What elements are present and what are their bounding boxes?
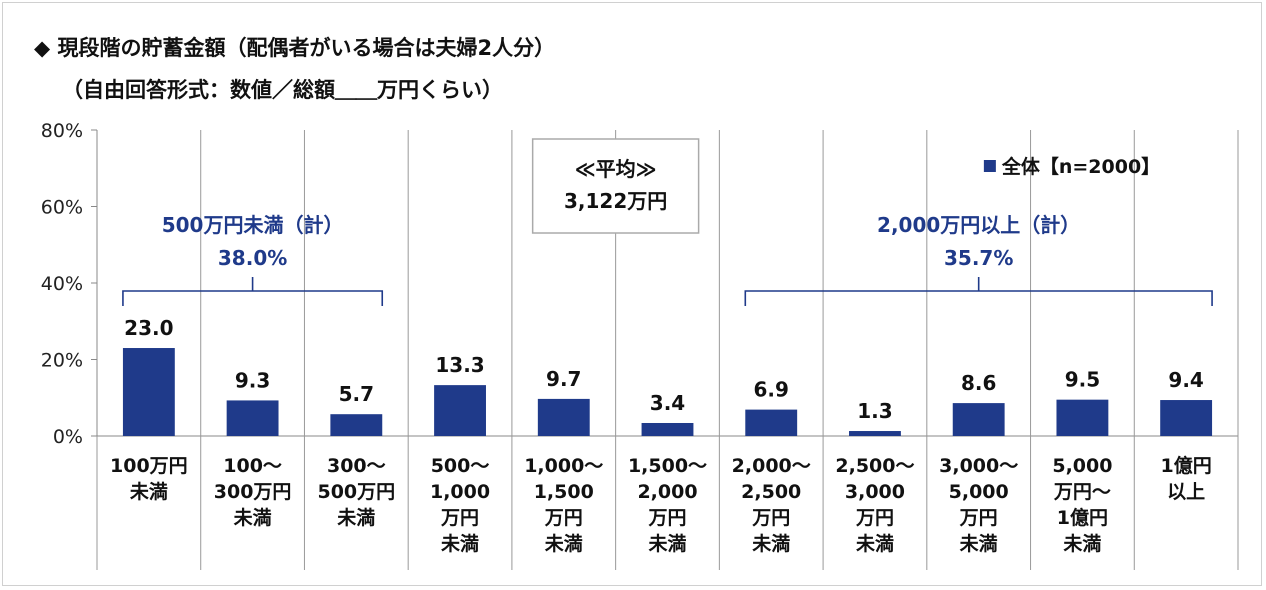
bar-value-label: 9.5 xyxy=(1065,368,1100,392)
bar xyxy=(434,385,486,436)
x-tick-label-line: 1,500～ xyxy=(628,455,707,477)
bar-value-label: 1.3 xyxy=(857,399,892,423)
bar-value-label: 5.7 xyxy=(339,382,374,406)
y-tick-label: 0% xyxy=(53,426,83,448)
x-tick-label: 2,500～ 3,000 万円未満 xyxy=(835,455,914,555)
x-tick-label-line: 未満 xyxy=(751,532,790,555)
average-label: ≪平均≫ xyxy=(575,157,657,181)
legend-swatch xyxy=(983,160,996,172)
chart-subtitle: （自由回答形式：数値／総額＿＿万円くらい） xyxy=(62,78,503,102)
x-tick-label-line: 1,000 xyxy=(430,481,490,503)
x-tick-label-line: 未満 xyxy=(129,480,168,503)
bar-value-label: 9.4 xyxy=(1168,368,1203,392)
bar-value-label: 6.9 xyxy=(754,378,789,402)
x-tick-label-line: 2,500 xyxy=(741,481,801,503)
x-tick-label-line: 100～ xyxy=(223,455,282,477)
sum-bracket xyxy=(744,290,1213,306)
x-tick-label-line: 100万円 xyxy=(110,455,188,477)
x-tick-label-line: 1,000～ xyxy=(524,455,603,477)
x-tick-label: 5,000 万円～ 1億円未満 xyxy=(1052,455,1112,555)
bar-value-label: 13.3 xyxy=(435,353,484,377)
x-tick-label: 2,000～ 2,500 万円未満 xyxy=(732,455,811,555)
x-tick-label-line: 未満 xyxy=(544,532,583,555)
y-tick-label: 20% xyxy=(41,350,83,372)
x-tick-label-line: 5,000 xyxy=(949,481,1009,503)
x-tick-label-line: 万円 xyxy=(855,507,894,529)
x-tick-label-line: 未満 xyxy=(1062,532,1101,555)
x-tick-label: 1,000～ 1,500 万円未満 xyxy=(524,455,603,555)
bar-value-label: 8.6 xyxy=(961,371,996,395)
bar-value-label: 9.7 xyxy=(546,367,581,391)
sum-bracket-label: 2,000万円以上（計） xyxy=(877,213,1080,237)
x-tick-label-line: 万円 xyxy=(751,507,790,529)
x-tick-label-line: 万円 xyxy=(959,507,998,529)
bar xyxy=(952,403,1005,436)
x-tick-label: 100～ 300万円未満 xyxy=(214,455,292,529)
bar xyxy=(537,398,590,436)
legend-label: 全体【n=2000】 xyxy=(1001,155,1160,178)
x-tick-label-line: 300～ xyxy=(327,455,386,477)
x-tick-label-line: 未満 xyxy=(647,532,686,555)
x-tick-label-line: 1,500 xyxy=(534,481,594,503)
x-tick-label-line: 2,500～ xyxy=(835,455,914,477)
bar xyxy=(226,400,279,436)
bar xyxy=(122,348,175,436)
x-tick-label-line: 3,000 xyxy=(845,481,905,503)
y-tick-label: 80% xyxy=(41,120,83,142)
x-tick-label: 500～ 1,000 万円未満 xyxy=(430,455,490,555)
bar-value-label: 23.0 xyxy=(124,316,173,340)
x-tick-label-line: 万円 xyxy=(647,507,686,529)
x-tick-label-line: 未満 xyxy=(440,532,479,555)
bar xyxy=(849,431,901,436)
x-tick-label-line: 以上 xyxy=(1167,481,1205,503)
bar-value-label: 3.4 xyxy=(650,391,685,415)
chart-title: ◆ 現段階の貯蓄金額（配偶者がいる場合は夫婦2人分） xyxy=(34,36,556,60)
x-tick-label-line: 300万円 xyxy=(214,481,292,503)
x-tick-label-line: 万円 xyxy=(544,507,583,529)
y-tick-label: 60% xyxy=(41,197,83,219)
x-tick-label-line: 2,000～ xyxy=(732,455,811,477)
x-tick-label-line: 1億円 xyxy=(1161,454,1212,477)
sum-bracket-label: 500万円未満（計） xyxy=(162,213,344,237)
x-tick-label-line: 万円 xyxy=(440,507,479,529)
sum-bracket-value: 38.0% xyxy=(218,246,287,270)
bar xyxy=(1056,399,1109,436)
x-tick-label: 100万円未満 xyxy=(110,455,188,503)
x-tick-label-line: 500万円 xyxy=(317,481,395,503)
x-tick-label-line: 未満 xyxy=(959,532,998,555)
x-tick-label-line: 未満 xyxy=(233,506,272,529)
x-tick-label: 300～ 500万円未満 xyxy=(317,455,395,529)
sum-bracket xyxy=(122,290,384,306)
bar xyxy=(1160,400,1213,436)
sum-bracket-value: 35.7% xyxy=(944,246,1013,270)
average-box xyxy=(531,138,700,234)
x-tick-label-line: 500～ xyxy=(431,455,490,477)
x-tick-label: 1,500～ 2,000 万円未満 xyxy=(628,455,707,555)
x-tick-label-line: 3,000～ xyxy=(939,455,1018,477)
x-tick-label-line: 万円～ xyxy=(1053,481,1111,503)
x-tick-label-line: 1億円 xyxy=(1057,506,1108,529)
x-tick-label: 1億円以上 xyxy=(1161,454,1212,503)
x-tick-label-line: 未満 xyxy=(855,532,894,555)
bar xyxy=(745,409,798,436)
x-tick-label-line: 2,000 xyxy=(637,481,697,503)
x-tick-label-line: 5,000 xyxy=(1052,455,1112,477)
bar-value-label: 9.3 xyxy=(235,368,270,392)
x-tick-label: 3,000～ 5,000 万円未満 xyxy=(939,455,1018,555)
bar xyxy=(641,422,694,436)
average-value: 3,122万円 xyxy=(564,189,667,213)
bar xyxy=(330,414,383,436)
x-tick-label-line: 未満 xyxy=(336,506,375,529)
y-tick-label: 40% xyxy=(41,273,83,295)
